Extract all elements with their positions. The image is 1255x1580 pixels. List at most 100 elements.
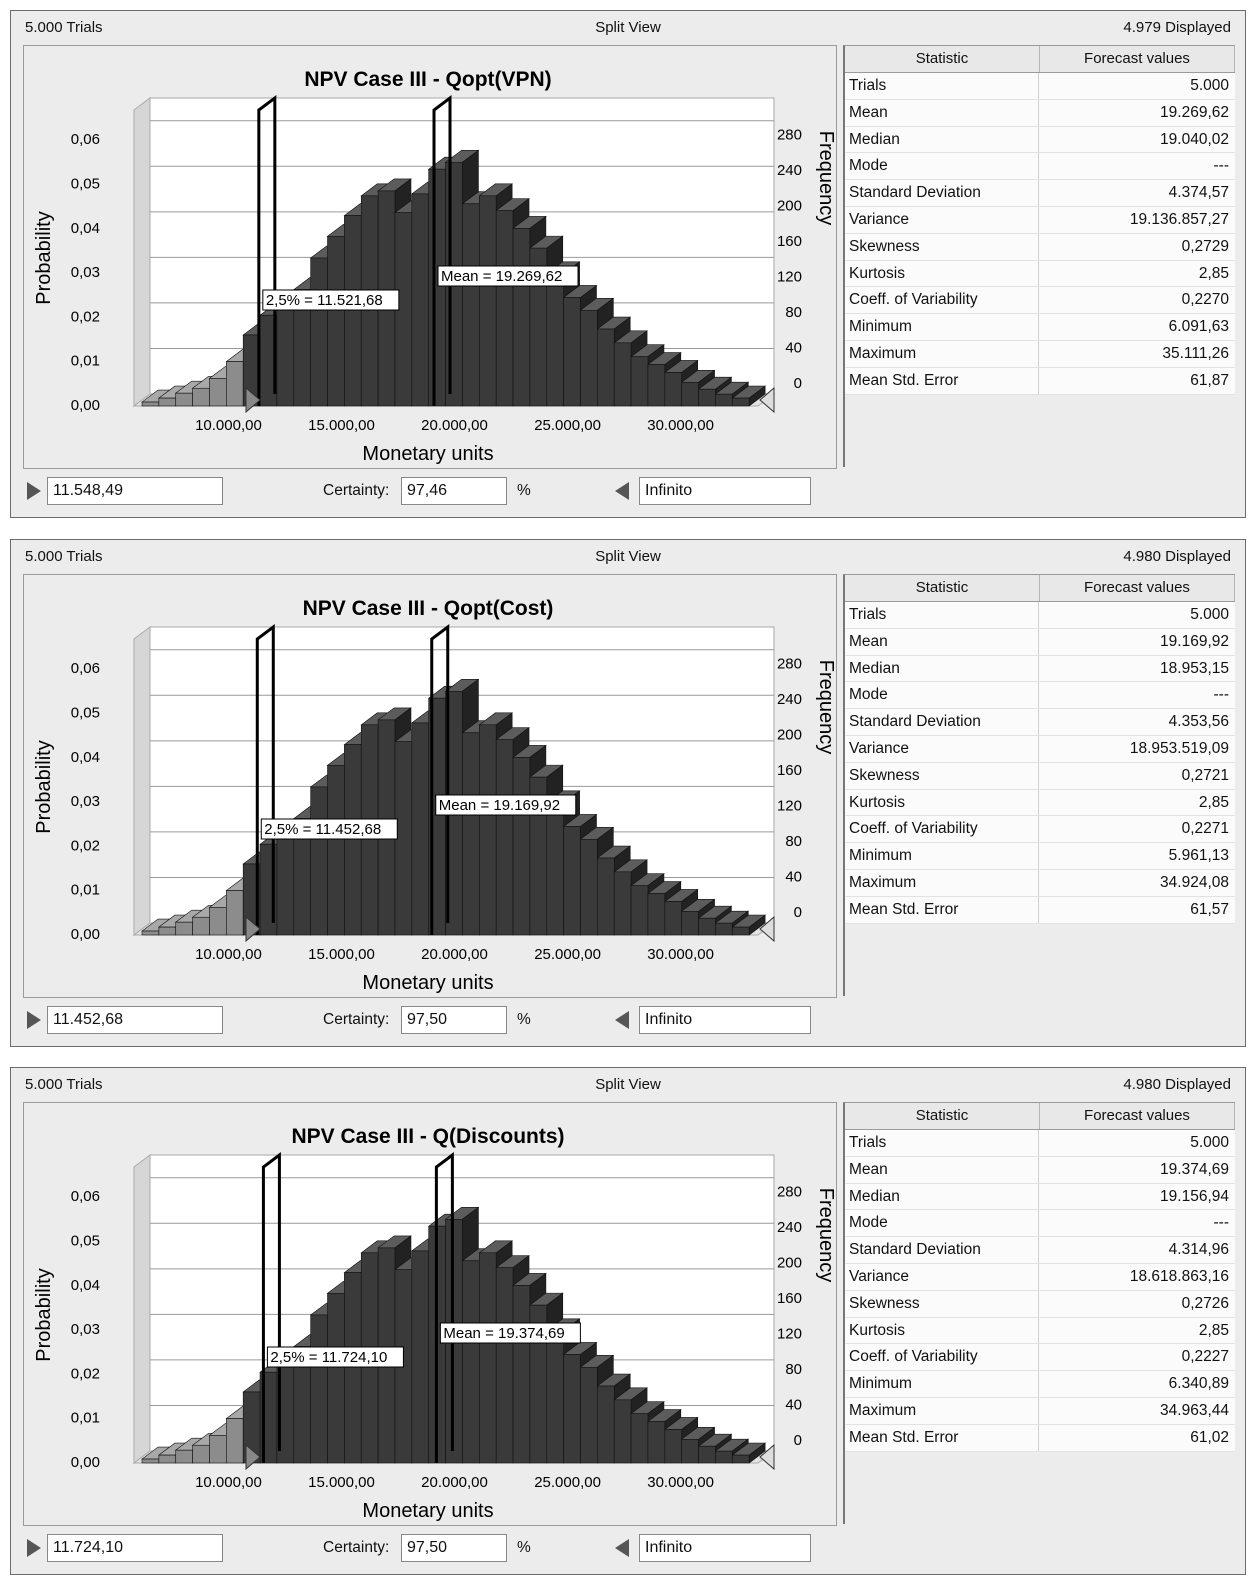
view-mode[interactable]: Split View [595, 1076, 661, 1093]
lower-limit-label-box [260, 818, 398, 840]
y-tick-left: 0,01 [71, 1410, 100, 1427]
certainty-controls: 11.724,10 Certainty: 97,50 % Infinito [11, 1530, 1245, 1566]
histogram-bar [141, 930, 160, 936]
statistic-name: Skewness [845, 233, 1039, 260]
y-tick-right: 200 [777, 727, 802, 744]
histogram-bar [563, 826, 581, 936]
histogram-bar [209, 378, 227, 407]
certainty-input[interactable]: 97,50 [401, 1006, 507, 1034]
y-tick-right: 280 [777, 127, 802, 144]
column-header-forecast[interactable]: Forecast values [1040, 46, 1235, 72]
histogram-bar [580, 1366, 598, 1464]
statistic-name: Mean [845, 628, 1039, 655]
statistic-value: 18.953.519,09 [1129, 739, 1229, 757]
histogram-chart: 2,5% = 11.724,10 Mean = 19.374,69 NPV Case… [23, 1102, 837, 1526]
right-value-input[interactable]: Infinito [639, 1006, 811, 1034]
statistic-value: 18.618.863,16 [1129, 1267, 1229, 1285]
x-tick: 15.000,00 [308, 1474, 375, 1491]
left-grabber-icon[interactable] [27, 482, 41, 500]
left-value-input[interactable]: 11.724,10 [47, 1534, 223, 1562]
displayed-count: 4.980 Displayed [1123, 1076, 1231, 1093]
statistic-name: Standard Deviation [845, 709, 1039, 735]
statistic-name: Median [845, 655, 1039, 682]
left-grabber-icon[interactable] [27, 1539, 41, 1557]
statistic-name: Trials [845, 73, 1039, 99]
statistic-value: 2,85 [1198, 1321, 1229, 1339]
x-tick: 20.000,00 [421, 946, 488, 963]
y-tick-right: 120 [777, 269, 802, 286]
statistic-name: Minimum [845, 843, 1039, 869]
y-tick-left: 0,06 [71, 131, 100, 148]
y-tick-right: 160 [777, 1290, 802, 1307]
histogram-bar [478, 195, 497, 407]
right-value-input[interactable]: Infinito [639, 477, 811, 505]
table-row: Mode --- [845, 1210, 1235, 1238]
statistic-value: 6.091,63 [1168, 318, 1229, 336]
table-row: Maximum 35.111,26 [845, 340, 1235, 368]
y-tick-right: 0 [794, 1432, 802, 1449]
histogram-bar [276, 836, 295, 936]
y-tick-left: 0,00 [71, 1454, 100, 1471]
column-header-forecast[interactable]: Forecast values [1040, 1103, 1235, 1129]
y-tick-left: 0,02 [71, 308, 100, 325]
statistic-name: Skewness [845, 762, 1039, 789]
table-row: Median 18.953,15 [845, 655, 1235, 683]
statistic-name: Mode [845, 1210, 1039, 1237]
table-row: Minimum 5.961,13 [845, 843, 1235, 870]
statistic-name: Maximum [845, 340, 1039, 367]
y-tick-right: 240 [777, 162, 802, 179]
left-value-input[interactable]: 11.548,49 [47, 477, 223, 505]
histogram-svg: 2,5% = 11.452,68 Mean = 19.169,92 NPV Case… [33, 597, 836, 994]
statistic-value: 19.156,94 [1160, 1187, 1229, 1205]
table-row: Mode --- [845, 153, 1235, 181]
table-row: Trials 5.000 [845, 73, 1235, 100]
statistic-value: --- [1213, 686, 1230, 704]
statistic-name: Maximum [845, 1397, 1039, 1424]
column-header-statistic[interactable]: Statistic [845, 575, 1040, 601]
view-mode[interactable]: Split View [595, 548, 661, 565]
mean-label: Mean = 19.169,92 [439, 797, 560, 814]
histogram-bar [681, 911, 699, 936]
y-tick-left: 0,05 [71, 1233, 100, 1250]
y-axis-label-right: Frequency [815, 1188, 836, 1283]
right-grabber-icon[interactable] [615, 482, 629, 500]
left-value-input[interactable]: 11.452,68 [47, 1006, 223, 1034]
table-row: Mean Std. Error 61,57 [845, 896, 1235, 924]
statistic-name: Kurtosis [845, 789, 1039, 816]
statistics-table: Statistic Forecast values Trials 5.000 M… [843, 1102, 1235, 1524]
histogram-bar [226, 890, 244, 936]
right-grabber-icon[interactable] [615, 1539, 629, 1557]
view-mode[interactable]: Split View [595, 19, 661, 36]
column-header-statistic[interactable]: Statistic [845, 1103, 1040, 1129]
upper-grabber-icon [759, 915, 775, 943]
lower-limit-marker [257, 95, 277, 406]
histogram-chart: 2,5% = 11.521,68 Mean = 19.269,62 NPV Case… [23, 45, 837, 469]
y-tick-left: 0,06 [71, 660, 100, 677]
histogram-bar [175, 921, 193, 936]
left-grabber-icon[interactable] [27, 1011, 41, 1029]
table-row: Kurtosis 2,85 [845, 789, 1235, 817]
column-header-forecast[interactable]: Forecast values [1040, 575, 1235, 601]
right-grabber-icon[interactable] [615, 1011, 629, 1029]
statistic-name: Mean [845, 99, 1039, 126]
statistic-value: 61,02 [1190, 1428, 1229, 1446]
statistic-name: Median [845, 1183, 1039, 1210]
column-header-statistic[interactable]: Statistic [845, 46, 1040, 72]
certainty-label: Certainty: [323, 1539, 390, 1556]
table-row: Mean 19.169,92 [845, 628, 1235, 656]
x-tick: 20.000,00 [421, 1474, 488, 1491]
histogram-bar [698, 1445, 716, 1464]
histogram-chart: 2,5% = 11.452,68 Mean = 19.169,92 NPV Case… [23, 574, 837, 998]
statistic-value: 4.314,96 [1168, 1241, 1229, 1259]
certainty-input[interactable]: 97,46 [401, 477, 507, 505]
y-tick-left: 0,04 [71, 749, 100, 766]
certainty-input[interactable]: 97,50 [401, 1534, 507, 1562]
lower-limit-label: 2,5% = 11.521,68 [266, 292, 383, 309]
table-row: Variance 19.136.857,27 [845, 206, 1235, 234]
y-tick-left: 0,00 [71, 397, 100, 414]
right-value-input[interactable]: Infinito [639, 1534, 811, 1562]
statistic-name: Kurtosis [845, 1317, 1039, 1344]
lower-grabber-icon [245, 386, 261, 414]
histogram-bar [209, 1435, 227, 1464]
histogram-bar [613, 871, 632, 936]
